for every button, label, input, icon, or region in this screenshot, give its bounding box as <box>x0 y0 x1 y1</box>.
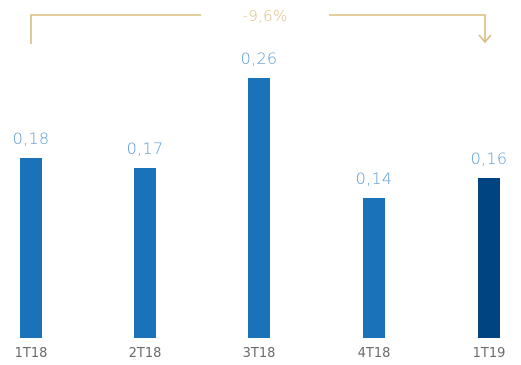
value-label-1T19: 0,16 <box>471 149 508 168</box>
bar-3T18 <box>248 78 270 338</box>
change-annotation: -9,6% <box>30 7 492 44</box>
value-labels: 0,18 0,17 0,26 0,14 0,16 <box>13 49 508 188</box>
annotation-arrowhead-icon <box>478 34 492 44</box>
annotation-bracket-left <box>30 14 201 44</box>
bar-4T18 <box>363 198 385 338</box>
bar-1T19 <box>478 178 500 338</box>
bars <box>20 78 500 338</box>
annotation-bracket-right <box>329 14 486 42</box>
category-label-1T19: 1T19 <box>473 346 506 361</box>
category-label-1T18: 1T18 <box>15 346 48 361</box>
value-label-2T18: 0,17 <box>127 139 164 158</box>
category-labels: 1T18 2T18 3T18 4T18 1T19 <box>15 346 506 361</box>
category-label-2T18: 2T18 <box>129 346 162 361</box>
bar-1T18 <box>20 158 42 338</box>
value-label-1T18: 0,18 <box>13 129 50 148</box>
category-label-3T18: 3T18 <box>243 346 276 361</box>
value-label-4T18: 0,14 <box>356 169 393 188</box>
bar-2T18 <box>134 168 156 338</box>
category-label-4T18: 4T18 <box>358 346 391 361</box>
value-label-3T18: 0,26 <box>241 49 278 68</box>
change-label: -9,6% <box>242 7 287 25</box>
